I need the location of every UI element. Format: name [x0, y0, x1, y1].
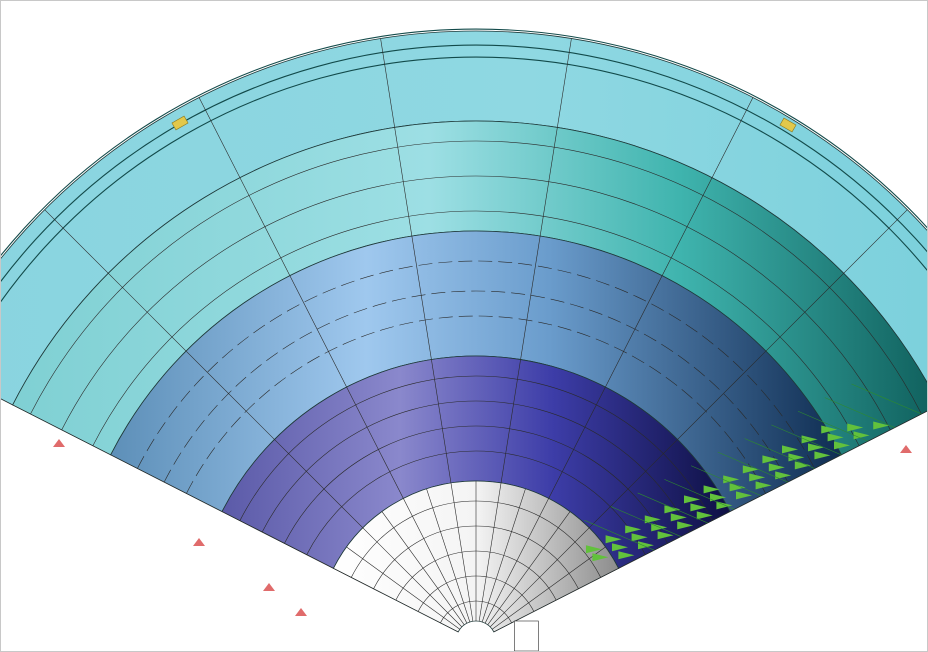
- mesh-arc-2: [92, 210, 860, 446]
- load-arrow: [677, 521, 694, 530]
- load-arrow: [618, 551, 635, 560]
- load-arrow: [735, 491, 752, 500]
- load-arrow: [801, 435, 818, 444]
- load-leader: [664, 479, 735, 510]
- load-arrow: [592, 553, 609, 562]
- support-marker: [263, 583, 275, 591]
- mesh-radial-core: [492, 546, 606, 630]
- shell-line-0: [1, 28, 927, 257]
- load-arrow: [768, 463, 785, 472]
- mesh-radial-core: [381, 511, 465, 625]
- mesh-radial-core: [426, 488, 471, 623]
- load-arrow: [709, 493, 726, 502]
- mesh-arc-0: [30, 140, 922, 415]
- mesh-arc-6: [239, 375, 713, 521]
- load-arrow: [611, 543, 628, 552]
- load-leader: [637, 492, 708, 524]
- mesh-radial: [484, 97, 754, 624]
- load-leader: [610, 506, 682, 537]
- load-leader: [824, 397, 895, 428]
- load-arrow: [821, 425, 838, 434]
- load-leader: [851, 383, 922, 415]
- load-arrow: [690, 503, 707, 512]
- load-arrow: [644, 515, 661, 524]
- load-arrow: [788, 453, 805, 462]
- load-arrow: [625, 525, 642, 534]
- load-leader: [717, 451, 788, 483]
- load-arrow: [873, 421, 890, 430]
- mesh-arc-7: [261, 400, 691, 533]
- mesh-radial-core: [487, 511, 571, 625]
- shell-line-1: [1, 44, 927, 283]
- load-arrow: [631, 533, 648, 542]
- load-arrow: [762, 455, 779, 464]
- load-arrow: [782, 445, 799, 454]
- load-arrow: [847, 423, 864, 432]
- load-leader: [691, 465, 762, 496]
- shell-marker: [171, 115, 189, 131]
- load-arrow: [749, 473, 766, 482]
- mesh-radial: [493, 410, 927, 633]
- load-arrow: [703, 485, 720, 494]
- mesh-radial: [44, 209, 463, 628]
- load-leader: [771, 424, 842, 456]
- shell-marker: [779, 117, 797, 133]
- mesh-radial: [489, 209, 908, 628]
- support-marker: [53, 439, 65, 447]
- load-arrow: [827, 433, 844, 442]
- load-arrow: [742, 465, 759, 474]
- load-arrow: [755, 481, 772, 490]
- load-leader: [797, 410, 869, 442]
- shell-line-2: [1, 56, 927, 303]
- load-arrow: [637, 541, 654, 550]
- mesh-arc-9: [306, 450, 646, 555]
- mesh-radial: [478, 38, 572, 622]
- load-arrow: [775, 471, 792, 480]
- load-arrow: [729, 483, 746, 492]
- load-arrow: [670, 513, 687, 522]
- load-arrow: [808, 443, 825, 452]
- mesh-arc-3: [137, 260, 815, 469]
- mesh-radial: [380, 38, 474, 622]
- load-arrow: [657, 531, 674, 540]
- core-notch: [514, 620, 539, 651]
- load-arrow: [794, 461, 811, 470]
- mesh-arc-8: [284, 425, 668, 544]
- load-arrow: [696, 511, 713, 520]
- load-arrow: [853, 431, 870, 440]
- load-arrow: [683, 495, 700, 504]
- load-arrow: [664, 505, 681, 514]
- mesh-radial: [1, 398, 459, 633]
- mesh-radial-core: [481, 488, 526, 623]
- load-leader: [744, 438, 815, 469]
- mesh-arc-4: [163, 290, 789, 483]
- load-arrow: [814, 451, 831, 460]
- mesh-arc-5: [186, 315, 766, 494]
- mesh-arc-1: [61, 175, 891, 431]
- support-marker: [900, 445, 912, 453]
- load-arrow: [585, 545, 602, 554]
- support-marker: [193, 538, 205, 546]
- mesh-radial-core: [346, 546, 460, 630]
- load-arrow: [834, 441, 851, 450]
- support-marker: [295, 608, 307, 616]
- mesh-radial: [198, 97, 468, 624]
- load-leader: [584, 519, 655, 551]
- load-arrow: [605, 535, 622, 544]
